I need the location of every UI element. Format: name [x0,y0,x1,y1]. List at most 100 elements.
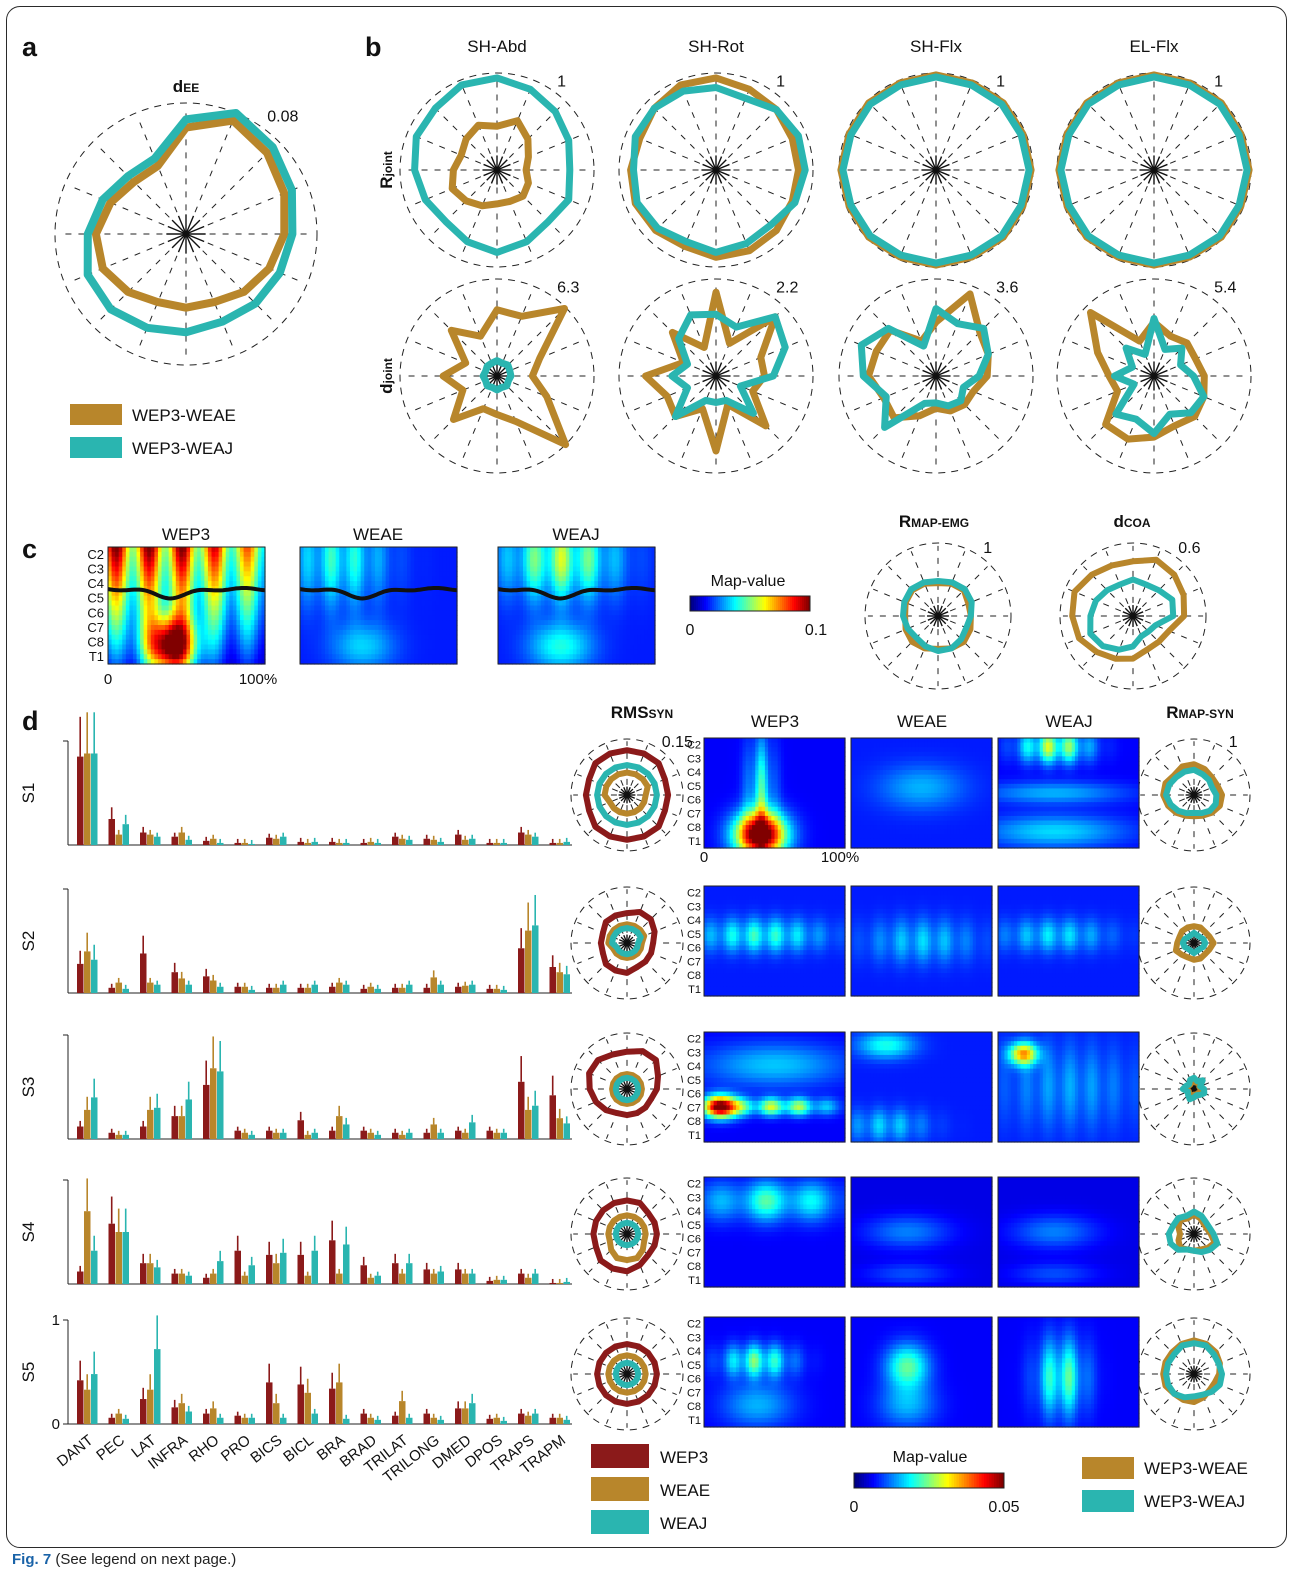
panel-c-heatmap-0-cell [207,556,213,563]
panel-c-heatmap-2-cell [526,649,531,655]
panel-d-heatmap-0-1-cell [873,738,878,744]
panel-c-heatmap-2-cell [572,551,578,558]
panel-c-heatmap-2-cell [633,590,638,597]
panel-c-heatmap-0-cell [147,576,152,582]
panel-d-heatmap-0-0-cell [828,825,833,831]
panel-c-heatmap-0-cell [172,576,177,582]
panel-c-heatmap-0-cell [132,551,138,558]
panel-d-heatmap-0-0-cell [755,765,760,771]
panel-b-rjoint-3-spoke [1169,176,1241,207]
panel-c-heatmap-2-cell [612,610,617,616]
panel-c-heatmap-2-cell [544,610,549,616]
panel-d-heatmap-0-0-cell [787,815,792,822]
panel-c-heatmap-1-cell [392,659,397,665]
panel-c-heatmap-2-cell [558,547,563,553]
panel-c-heatmap-2-cell [619,605,624,611]
panel-c-heatmap-1-cell [353,581,358,587]
panel-c-heatmap-2-cell [519,561,524,568]
panel-c-heatmap-0-cell [132,556,138,563]
panel-c-heatmap-0-cell [157,571,163,577]
panel-d-heatmap-0-0-cell [835,843,840,849]
panel-c-heatmap-1-cell [342,556,347,563]
panel-c-heatmap-2-cell [597,581,603,587]
panel-c-heatmap-0-cell [207,625,213,631]
panel-c-rmap-emg-max-label: 1 [983,540,992,557]
panel-d-heatmap-0-0-cell [835,811,840,817]
panel-d-heatmap-0-0-cell [803,747,808,753]
panel-c-heatmap-0-cell [136,620,141,626]
panel-c-heatmap-1-cell [453,576,458,582]
panel-c-heatmap-2-cell [633,595,638,602]
panel-d-heatmap-0-0-cell [739,838,744,845]
panel-d-heatmap-0-0-cell [771,797,776,803]
panel-d-heatmap-0-0-cell [790,760,795,767]
panel-c-heatmap-0-cell [122,649,127,655]
panel-c-heatmap-1-cell [417,547,422,553]
panel-d-heatmap-0-0-cell [745,802,750,808]
panel-b-column-title: SH-Abd [467,37,527,56]
panel-c-heatmap-0-cell [186,561,191,568]
panel-c-heatmap-0-cell [215,625,220,631]
panel-d-heatmap-0-0-cell [758,820,763,826]
panel-c-heatmap-2-cell [537,595,542,602]
panel-c-colorbar-step [784,596,787,611]
panel-d-heatmap-0-1-cell [979,738,983,744]
panel-d-heatmap-0-0-cell [777,760,782,767]
panel-c-heatmap-1-cell [307,659,312,665]
panel-c-heatmap-2-cell [540,586,545,592]
panel-c-heatmap-2-cell [583,571,588,577]
panel-c-heatmap-0-cell [193,605,198,611]
panel-c-heatmap-1-cell [417,649,422,655]
panel-d-heatmap-0-0-cell [768,806,772,812]
panel-c-heatmap-1-cell [364,561,369,568]
panel-d-heatmap-0-1-cell [873,742,878,748]
panel-c-heatmap-2-cell [522,659,528,665]
panel-d-heatmap-0-0-cell [812,843,817,849]
panel-c-heatmap-2-cell [512,620,517,626]
panel-a-center-spoke [171,233,187,249]
panel-d-heatmap-0-0-cell [784,843,788,849]
panel-c-heatmap-0-cell [193,620,198,626]
panel-c-heatmap-2-cell [637,654,642,660]
panel-c-heatmap-2-cell [519,629,524,636]
panel-c-heatmap-1-cell [300,639,305,646]
panel-c-heatmap-0-cell [150,566,155,572]
panel-d-heatmap-0-0-cell [832,843,836,849]
panel-c-heatmap-2-cell [612,620,617,626]
panel-b-djoint-0-radar [399,278,595,474]
panel-c-heatmap-1-cell [310,600,315,607]
panel-c-heatmap-2-cell [626,659,631,665]
panel-c-heatmap-1-cell [407,551,412,558]
panel-c-heatmap-1-cell [378,659,383,665]
panel-c-heatmap-1-cell [439,659,444,665]
panel-d-heatmap-0-0-cell [723,811,728,817]
panel-d-heatmap-0-0-cell [713,834,718,840]
panel-c-heatmap-2-cell [498,654,503,660]
panel-d-heatmap-0-0-cell [716,820,721,826]
panel-d-rms-title: RMSSYN [611,703,673,722]
panel-c-heatmap-0-cell [115,615,120,621]
panel-c-heatmap-1-cell [328,654,333,660]
panel-d-heatmap-0-0-cell [720,747,724,753]
panel-c-heatmap-1-cell [382,556,387,563]
panel-c-heatmap-1-cell [371,659,376,665]
panel-c-heatmap-1-cell [389,649,394,655]
panel-c-heatmap-2-cell [501,610,506,616]
panel-d-heatmap-0-0-cell [819,738,824,744]
panel-c-heatmap-0-cell [240,595,245,602]
panel-c-heatmap-1-cell [453,571,458,577]
panel-d-heatmap-0-0-cell [764,779,769,785]
panel-c-colorbar-step [804,596,807,611]
panel-c-heatmap-1-cell [321,654,326,660]
panel-c-heatmap-0-cell [190,586,195,592]
panel-c-heatmap-1-cell [428,610,433,616]
panel-c-heatmap-1-cell [432,581,437,587]
panel-c-heatmap-0-cell [222,659,227,665]
panel-d-heatmap-0-0-cell [777,783,782,790]
panel-c-heatmap-2-cell [651,571,656,577]
panel-b-djoint-3-center-spoke [1153,362,1161,377]
panel-c-heatmap-1-cell [314,595,319,602]
panel-d-heatmap-0-0-cell [745,774,750,780]
panel-d-heatmap-0-1-cell [937,738,942,744]
panel-c-heatmap-0-cell [165,605,170,611]
